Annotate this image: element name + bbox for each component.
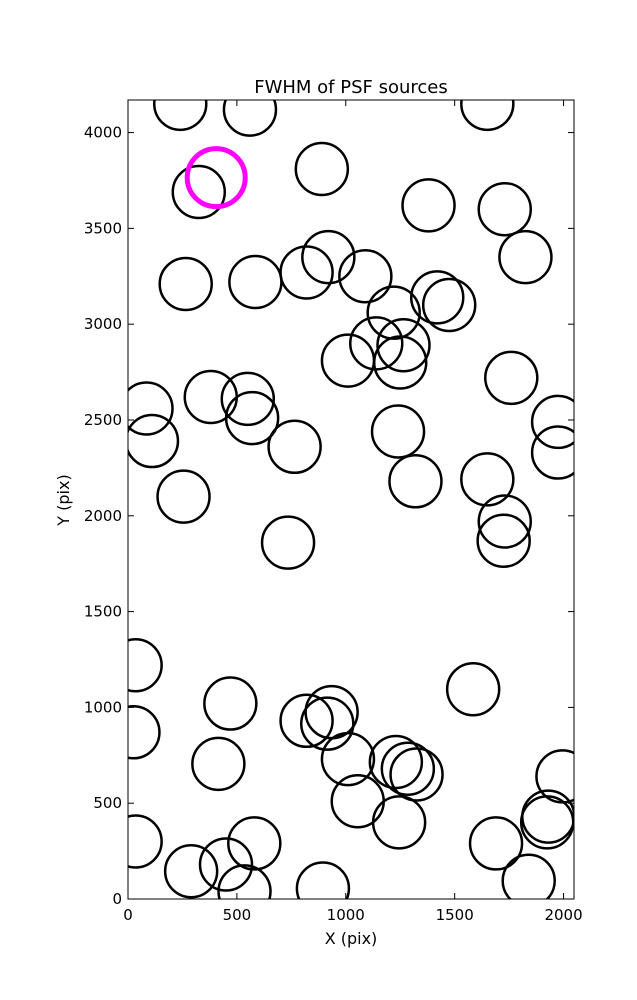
psf-source-marker (366, 285, 421, 340)
psf-source-marker (128, 381, 174, 436)
y-tick-label: 1000 (84, 698, 122, 716)
psf-source-marker (156, 469, 211, 524)
psf-source-marker (476, 513, 531, 568)
psf-source-marker (370, 404, 426, 459)
y-tick-label: 3500 (84, 219, 122, 237)
y-tick-label: 3000 (84, 315, 122, 333)
psf-source-marker (468, 816, 524, 871)
ticks-layer: 0 500 1000 1500 2000 0 500 1000 1500 2000 2500 3000… (84, 100, 583, 924)
chart-title: FWHM of PSF sources (254, 77, 448, 98)
psf-source-marker (203, 676, 258, 731)
x-tick-label: 0 (123, 906, 133, 924)
psf-source-marker (460, 100, 515, 132)
psf-source-marker (484, 350, 539, 406)
psf-source-marker (295, 861, 351, 899)
psf-source-marker (445, 661, 501, 717)
psf-source-marker (163, 843, 219, 899)
psf-source-marker (401, 178, 456, 233)
y-tick-label: 2000 (84, 507, 122, 525)
psf-source-marker (477, 494, 532, 549)
psf-source-marker (368, 734, 424, 790)
psf-source-marker (300, 696, 355, 751)
plot-area (127, 99, 575, 900)
x-tick-label: 500 (223, 906, 252, 924)
y-tick-label: 4000 (84, 124, 122, 142)
psf-source-marker (388, 454, 443, 509)
highlighted-source-marker (184, 146, 248, 210)
psf-source-marker (501, 853, 556, 899)
psf-source-marker (371, 795, 427, 850)
psf-source-marker (224, 390, 280, 446)
y-tick-label: 0 (112, 890, 122, 908)
psf-source-marker (338, 249, 393, 304)
psf-source-marker (171, 164, 227, 220)
psf-source-marker (372, 335, 428, 390)
psf-source-marker (222, 100, 278, 137)
psf-source-marker (421, 277, 477, 333)
psf-source-marker (519, 795, 574, 850)
psf-source-marker (320, 731, 376, 787)
psf-source-marker (153, 100, 208, 132)
psf-source-marker (380, 741, 436, 796)
psf-source-marker (460, 452, 515, 507)
plot-frame (127, 99, 575, 900)
psf-source-marker (279, 245, 334, 300)
psf-source-marker (530, 394, 574, 450)
psf-source-marker (376, 318, 431, 373)
psf-source-marker (128, 814, 163, 869)
y-tick-label: 2500 (84, 411, 122, 429)
psf-source-marker (128, 705, 161, 760)
psf-source-marker (389, 747, 444, 802)
psf-source-marker (191, 736, 246, 792)
x-tick-label: 2000 (544, 906, 582, 924)
psf-source-marker (409, 270, 465, 325)
psf-source-marker (477, 181, 532, 237)
psf-source-marker (128, 637, 163, 693)
psf-source-marker (158, 256, 213, 312)
psf-source-marker (279, 693, 334, 749)
psf-source-marker (267, 419, 322, 475)
x-axis-label: X (pix) (325, 929, 378, 948)
y-tick-label: 1500 (84, 603, 122, 621)
x-tick-label: 1000 (327, 906, 365, 924)
y-axis-label: Y (pix) (54, 474, 73, 526)
psf-source-marker (294, 141, 350, 197)
psf-source-marker (260, 515, 316, 570)
psf-source-marker (498, 229, 553, 285)
psf-source-marker (301, 229, 356, 285)
psf-source-marker (220, 371, 276, 427)
psf-source-marker (227, 816, 282, 871)
y-tick-label: 500 (93, 794, 122, 812)
psf-source-marker (217, 864, 272, 899)
x-tick-label: 1500 (436, 906, 474, 924)
points-layer (128, 100, 574, 899)
psf-source-marker (198, 837, 254, 892)
psf-source-marker (530, 425, 574, 480)
psf-source-marker (128, 413, 180, 469)
